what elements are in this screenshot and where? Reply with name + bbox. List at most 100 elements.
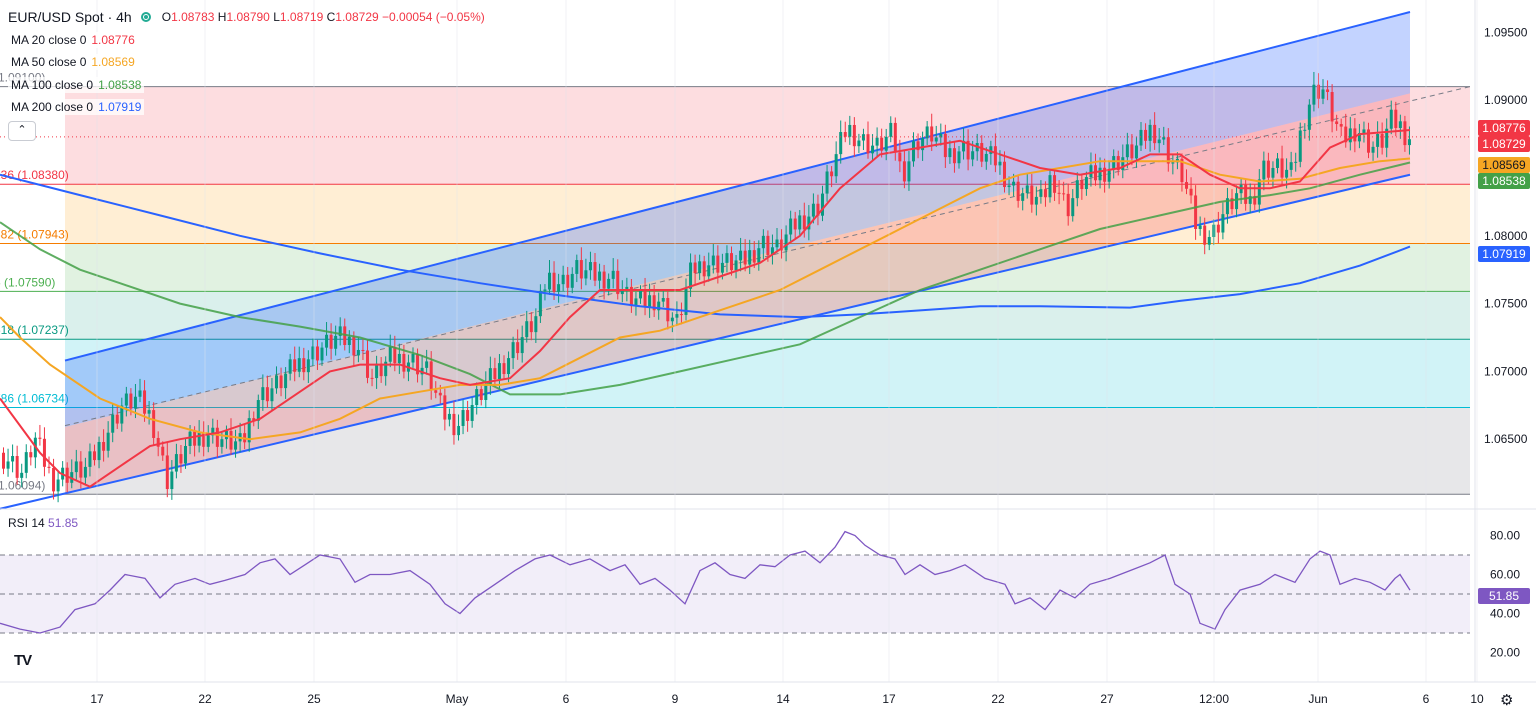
candle-body: [1089, 165, 1093, 178]
candle-body: [52, 467, 56, 492]
candle-body: [1276, 158, 1279, 168]
candle-body: [593, 262, 597, 281]
candle-body: [648, 295, 652, 308]
candle-body: [752, 250, 756, 263]
ma20-label: MA 20 close 0: [11, 33, 87, 47]
candle-body: [639, 290, 642, 299]
tradingview-logo-icon[interactable]: TV: [14, 652, 32, 669]
candle-body: [1066, 193, 1070, 217]
candle-body: [1344, 126, 1348, 143]
candle-body: [1398, 121, 1402, 128]
candle-body: [1248, 196, 1252, 204]
candle-body: [65, 467, 69, 483]
candle-body: [384, 361, 388, 377]
candle-body: [766, 235, 770, 256]
candle-body: [338, 326, 342, 336]
candle-body: [761, 235, 765, 249]
symbol-title[interactable]: EUR/USD Spot · 4h: [8, 9, 132, 25]
candle-body: [725, 253, 729, 263]
candle-body: [575, 260, 579, 274]
candle-body: [1303, 129, 1307, 131]
candle-body: [566, 274, 570, 288]
candle-body: [1230, 198, 1234, 210]
candle-body: [1189, 188, 1193, 196]
candle-body: [889, 122, 893, 137]
candle-body: [507, 358, 511, 375]
candle-body: [1348, 128, 1352, 143]
candle-body: [156, 437, 160, 447]
candle-body: [602, 271, 606, 289]
candle-body: [275, 375, 278, 389]
candle-body: [1380, 134, 1384, 148]
time-tick-label: 6: [563, 692, 570, 706]
candle-body: [1271, 167, 1275, 178]
candle-body: [352, 336, 356, 356]
candle-body: [770, 247, 774, 256]
ma20-legend[interactable]: MA 20 close 0 1.08776: [8, 32, 138, 48]
market-status-icon[interactable]: [140, 12, 151, 22]
candle-body: [452, 413, 456, 436]
candle-body: [1403, 121, 1407, 146]
candle-body: [652, 295, 656, 311]
candle-body: [730, 253, 733, 271]
candle-body: [1130, 144, 1134, 159]
candle-body: [261, 387, 265, 401]
candle-body: [124, 393, 128, 406]
candle-body: [1225, 198, 1229, 215]
price-tick-label: 1.06500: [1484, 432, 1528, 446]
candle-body: [1148, 124, 1152, 141]
collapse-legend-button[interactable]: ⌃: [8, 121, 36, 141]
candle-body: [1212, 224, 1216, 237]
candle-body: [588, 262, 592, 271]
rsi-tick-label: 40.00: [1490, 607, 1520, 621]
candle-body: [1057, 192, 1061, 194]
candle-body: [675, 314, 679, 318]
candle-body: [120, 405, 124, 424]
candle-body: [584, 270, 588, 279]
candle-body: [1103, 167, 1107, 182]
candle-body: [425, 361, 429, 368]
ma200-price-badge: 1.07919: [1478, 246, 1530, 262]
price-tick-label: 1.07000: [1484, 364, 1528, 378]
candle-body: [1376, 134, 1380, 147]
candle-body: [47, 466, 51, 468]
last-price-badge: 1.08729: [1478, 136, 1530, 152]
candle-body: [620, 290, 624, 295]
candle-body: [1216, 224, 1220, 233]
ma20-price-badge: 1.08776: [1478, 120, 1530, 136]
ma200-legend[interactable]: MA 200 close 0 1.07919: [8, 99, 145, 115]
candle-body: [930, 126, 934, 142]
candle-body: [1312, 84, 1316, 105]
candle-body: [629, 286, 633, 307]
candle-body: [912, 141, 915, 162]
candle-body: [643, 290, 647, 308]
ma200-value: 1.07919: [98, 100, 142, 114]
settings-gear-icon[interactable]: ⚙: [1500, 692, 1514, 709]
candle-body: [611, 270, 615, 279]
candle-body: [184, 445, 187, 464]
candle-body: [111, 414, 115, 433]
candle-body: [1025, 185, 1029, 194]
candle-body: [884, 136, 888, 151]
candle-body: [325, 334, 329, 348]
candle-body: [939, 133, 943, 138]
candle-body: [843, 132, 847, 137]
ma50-legend[interactable]: MA 50 close 0 1.08569: [8, 54, 138, 70]
candle-body: [948, 148, 952, 158]
time-tick-label: 14: [776, 692, 790, 706]
candle-body: [88, 451, 92, 467]
candle-body: [902, 161, 906, 182]
candle-body: [1353, 128, 1357, 142]
candle-body: [206, 435, 210, 447]
candle-body: [247, 418, 251, 443]
candle-body: [1185, 182, 1188, 189]
ma100-legend[interactable]: MA 100 close 0 1.08538: [8, 77, 145, 93]
candle-body: [534, 316, 538, 333]
candle-body: [1016, 181, 1020, 201]
candle-body: [1080, 180, 1084, 190]
candle-body: [880, 137, 884, 151]
rsi-legend[interactable]: RSI 14 51.85: [8, 516, 78, 530]
candle-body: [1153, 124, 1157, 144]
rsi-tick-label: 80.00: [1490, 529, 1520, 543]
